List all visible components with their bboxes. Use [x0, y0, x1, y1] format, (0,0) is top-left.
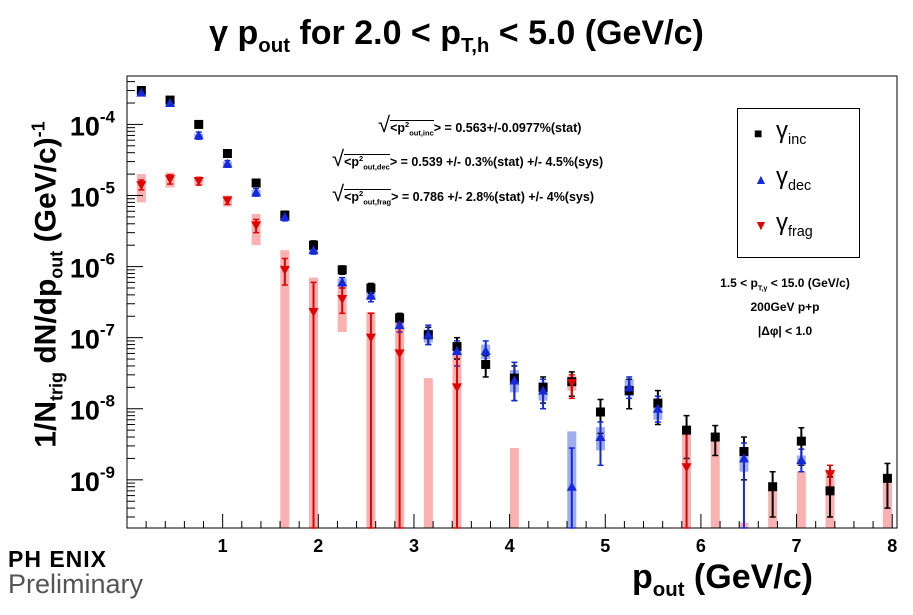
dec-point [452, 345, 462, 355]
legend: ■ γinc ▲ γdec ▼ γfrag [737, 108, 860, 258]
info-energy: 200GeV p+p [750, 300, 820, 314]
frag-point [566, 379, 577, 389]
y-tick-label: 10-9 [70, 463, 115, 497]
frag-point [825, 470, 836, 480]
x-tick-label: 5 [600, 536, 610, 556]
frag-point [308, 307, 319, 317]
y-tick-label: 10-5 [70, 179, 115, 213]
inc-point [825, 486, 835, 496]
annotation-inc: √<p2out,inc> = 0.563+/-0.0977%(stat) [378, 112, 582, 138]
y-tick-label: 10-4 [70, 107, 116, 141]
x-tick-label: 7 [792, 536, 802, 556]
info-dphi: |Δφ| < 1.0 [757, 324, 813, 338]
dec-point [365, 290, 376, 300]
annotation-dec: √<p2out,dec> = 0.539 +/- 0.3%(stat) +/- … [332, 146, 604, 172]
dec-point [136, 87, 147, 97]
dec-point [624, 382, 635, 392]
inc-point [710, 432, 720, 442]
dec-point [796, 455, 807, 465]
dec-point [394, 320, 405, 330]
sys-band [280, 250, 290, 529]
dec-point [193, 130, 204, 140]
legend-dec-triangle-up-icon: ▲ [754, 171, 768, 187]
dec-point [279, 211, 290, 221]
y-tick-label: 10-7 [70, 321, 115, 355]
frag-point [337, 294, 348, 304]
axes-frame [126, 75, 898, 529]
logo-subtitle: Preliminary [8, 569, 144, 599]
x-tick-label: 8 [887, 536, 897, 556]
x-tick-label: 3 [409, 536, 419, 556]
inc-point [337, 265, 347, 275]
dec-point [251, 187, 262, 197]
frag-point [165, 175, 176, 185]
frag-point [681, 463, 692, 473]
sqrt-icon: √ [332, 181, 345, 206]
frag-point [222, 196, 233, 206]
x-axis-label: pout (GeV/c) [632, 558, 813, 601]
frag-point [279, 265, 290, 275]
frag-point [394, 349, 405, 359]
inc-point [768, 482, 778, 492]
dec-point [595, 432, 606, 442]
x-tick-label: 4 [505, 536, 515, 556]
sys-band [710, 433, 720, 528]
dec-point [566, 481, 577, 491]
dec-point [308, 245, 319, 255]
annotation-frag: √<p2out,frag> = 0.786 +/- 2.8%(stat) +/-… [332, 181, 594, 207]
dec-point [337, 277, 348, 287]
phenix-logo: PH ENIX Preliminary [8, 546, 143, 600]
legend-dec: ▲ γdec [754, 163, 812, 194]
logo-title: PH ENIX [8, 546, 108, 572]
sys-band [509, 448, 519, 528]
dec-point [538, 385, 549, 395]
y-axis-label: 1/Ntrig dN/dpout (GeV/c)-1 [28, 121, 67, 448]
legend-frag: ▼ γfrag [754, 209, 813, 240]
inc-point [309, 240, 319, 250]
inc-point [882, 473, 892, 483]
legend-frag-triangle-down-icon: ▼ [754, 217, 768, 233]
inc-point [194, 119, 204, 129]
dec-point [165, 98, 176, 108]
frag-point [251, 221, 262, 231]
y-tick-label: 10-8 [70, 392, 115, 426]
inc-point [481, 359, 491, 369]
legend-inc: ■ γinc [754, 117, 807, 148]
frag-point [452, 383, 462, 393]
inc-point [222, 148, 232, 158]
sys-band [796, 471, 806, 528]
inc-point [395, 313, 405, 323]
dec-point [509, 375, 520, 385]
dec-point [423, 329, 434, 339]
dec-point [480, 345, 491, 355]
legend-inc-square-icon: ■ [754, 125, 763, 141]
dec-point [222, 158, 233, 168]
chart-title: γ pout for 2.0 < pT,h < 5.0 (GeV/c) [209, 14, 704, 57]
inc-point [739, 447, 749, 457]
y-tick-label: 10-6 [70, 250, 115, 284]
x-tick-label: 2 [313, 536, 323, 556]
sqrt-icon: √ [332, 146, 345, 171]
inc-point [682, 425, 692, 435]
frag-point [193, 176, 204, 186]
info-pt-range: 1.5 < pT,γ < 15.0 (GeV/c) [720, 276, 850, 293]
dec-point [738, 453, 749, 463]
dec-point [652, 403, 663, 413]
inc-point [366, 283, 376, 293]
inc-point [653, 398, 663, 408]
frag-point [365, 333, 376, 343]
inc-point [595, 407, 605, 417]
sqrt-icon: √ [378, 112, 391, 137]
inc-point [796, 436, 806, 446]
frag-point [136, 181, 147, 191]
sys-band [423, 378, 433, 528]
inc-point [251, 178, 261, 188]
x-tick-label: 6 [696, 536, 706, 556]
x-tick-label: 1 [218, 536, 228, 556]
